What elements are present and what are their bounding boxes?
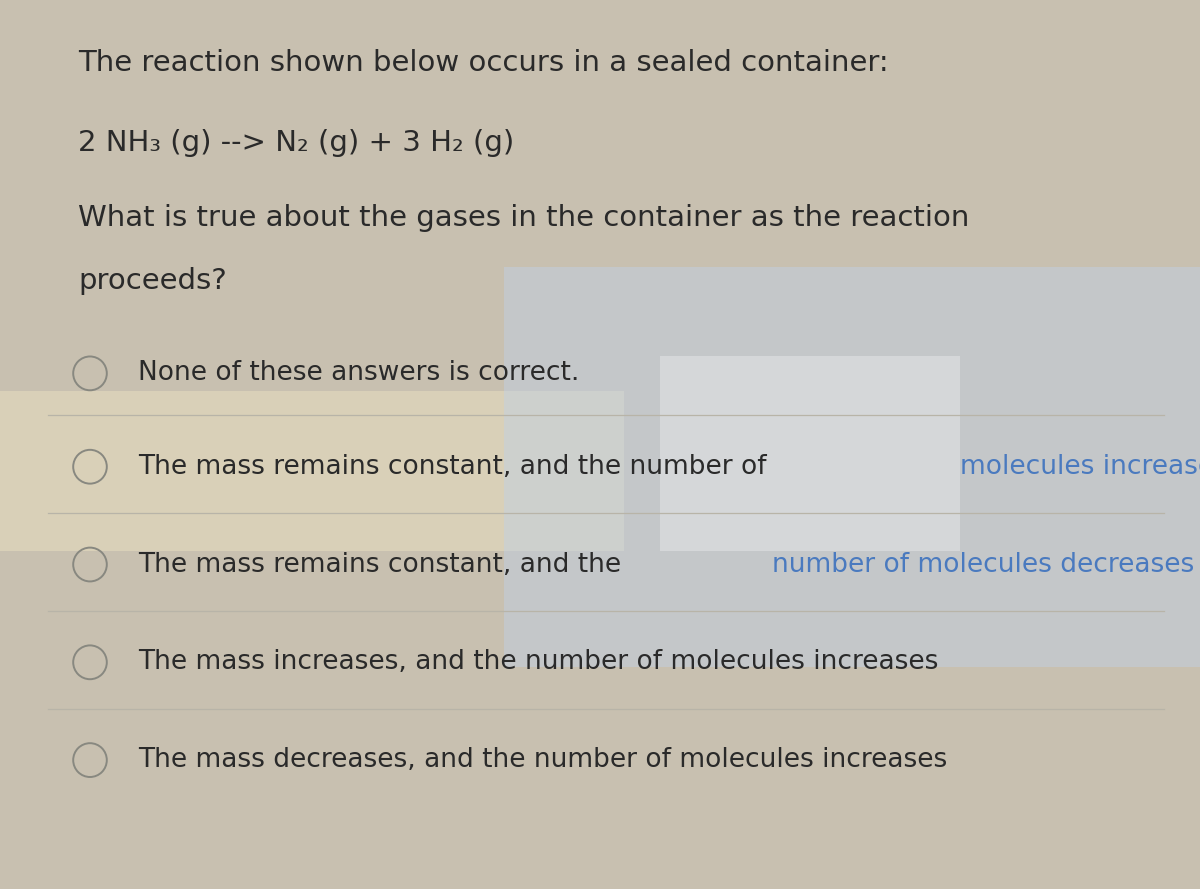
Text: proceeds?: proceeds? <box>78 267 227 294</box>
Text: The reaction shown below occurs in a sealed container:: The reaction shown below occurs in a sea… <box>78 49 889 76</box>
Text: None of these answers is correct.: None of these answers is correct. <box>138 360 580 387</box>
FancyBboxPatch shape <box>660 356 960 551</box>
Text: The mass increases, and the number of molecules increases: The mass increases, and the number of mo… <box>138 649 938 676</box>
Text: number of molecules decreases: number of molecules decreases <box>772 551 1194 578</box>
Text: The mass remains constant, and the: The mass remains constant, and the <box>138 551 630 578</box>
Text: 2 NH₃ (g) --> N₂ (g) + 3 H₂ (g): 2 NH₃ (g) --> N₂ (g) + 3 H₂ (g) <box>78 129 515 156</box>
FancyBboxPatch shape <box>504 267 1200 667</box>
Text: The mass remains constant, and the number of: The mass remains constant, and the numbe… <box>138 453 775 480</box>
FancyBboxPatch shape <box>0 391 624 551</box>
Text: molecules increases: molecules increases <box>960 453 1200 480</box>
Text: What is true about the gases in the container as the reaction: What is true about the gases in the cont… <box>78 204 970 232</box>
Text: The mass decreases, and the number of molecules increases: The mass decreases, and the number of mo… <box>138 747 947 773</box>
